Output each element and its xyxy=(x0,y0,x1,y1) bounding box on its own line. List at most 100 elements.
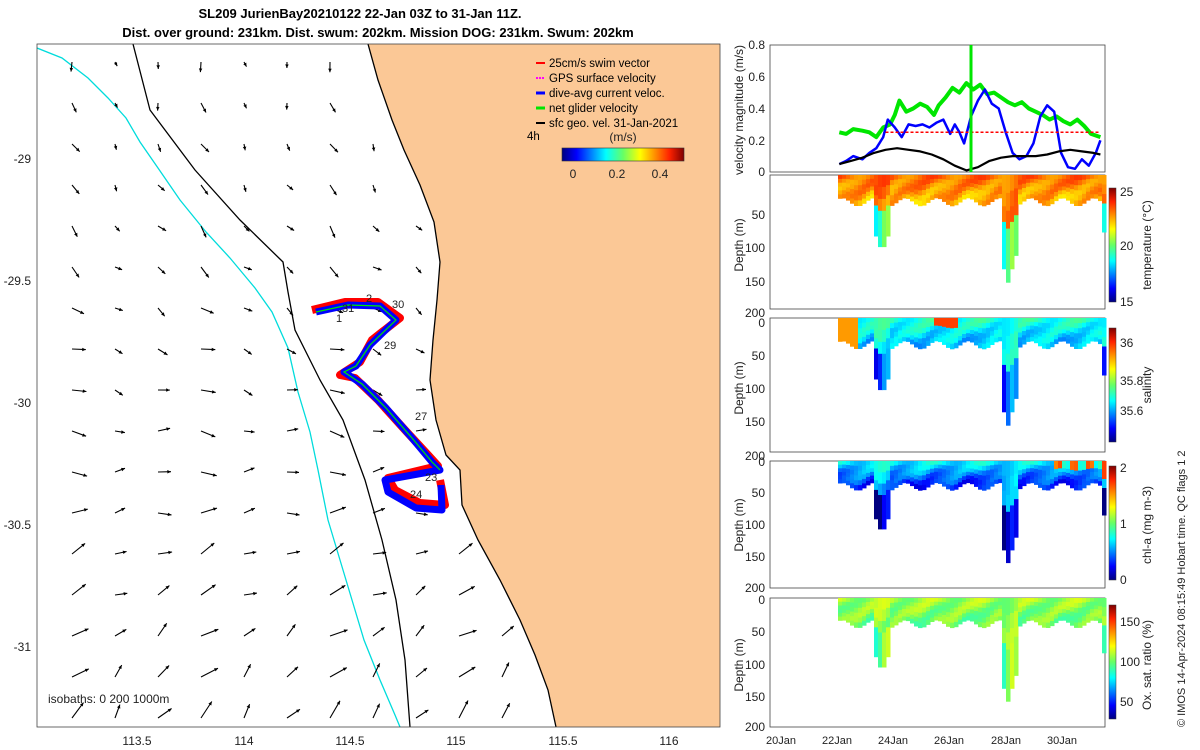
section-cell xyxy=(926,179,931,185)
section-cell xyxy=(986,612,991,618)
temperature-y-tick: 200 xyxy=(745,306,765,320)
section-cell xyxy=(874,461,879,472)
section-cell xyxy=(854,617,859,623)
section-cell xyxy=(1014,610,1019,625)
section-cell xyxy=(846,461,851,466)
section-cell xyxy=(1070,611,1075,617)
section-cell xyxy=(846,618,851,623)
current-arrow-head xyxy=(211,347,216,352)
section-cell xyxy=(1038,474,1043,480)
section-cell xyxy=(1082,332,1087,338)
section-cell xyxy=(910,473,915,478)
section-cell xyxy=(934,461,939,466)
section-cell xyxy=(878,318,883,331)
section-cell xyxy=(1094,175,1099,180)
section-cell xyxy=(1010,206,1015,223)
section-cell xyxy=(1082,469,1087,475)
section-cell xyxy=(846,602,851,607)
section-cell xyxy=(1002,673,1007,689)
section-cell xyxy=(874,480,879,491)
section-cell xyxy=(878,506,883,519)
section-cell xyxy=(1014,188,1019,203)
section-cell xyxy=(1042,622,1047,628)
section-cell xyxy=(1094,612,1099,618)
section-cell xyxy=(854,602,859,609)
speed-colorbar-tick: 0.2 xyxy=(609,167,626,181)
chlorophyll-y-tick: 200 xyxy=(745,581,765,595)
oxygen-y-tick: 0 xyxy=(758,593,765,607)
section-cell xyxy=(910,318,915,323)
section-cell xyxy=(954,598,959,604)
section-cell xyxy=(1102,497,1107,507)
section-cell xyxy=(902,475,907,480)
section-cell xyxy=(1046,180,1051,186)
salinity-y-label: Depth (m) xyxy=(732,361,746,414)
section-cell xyxy=(982,195,987,202)
section-cell xyxy=(1014,385,1019,399)
section-cell xyxy=(1050,607,1055,613)
section-cell xyxy=(894,179,899,185)
section-cell xyxy=(1078,338,1083,344)
section-cell xyxy=(986,184,991,191)
section-cell xyxy=(1026,598,1031,603)
section-cell xyxy=(958,606,963,612)
section-cell xyxy=(974,606,979,612)
section-cell xyxy=(1066,476,1071,482)
section-cell xyxy=(838,333,843,338)
section-cell xyxy=(910,481,915,487)
section-cell xyxy=(1042,323,1047,329)
section-cell xyxy=(1018,621,1023,627)
section-cell xyxy=(1062,475,1067,480)
velocity-y-tick: 0.6 xyxy=(748,70,765,84)
section-cell xyxy=(1050,337,1055,343)
section-cell xyxy=(890,602,895,609)
section-cell xyxy=(1094,609,1099,614)
section-cell xyxy=(854,622,859,628)
section-cell xyxy=(1022,179,1027,185)
section-cell xyxy=(934,321,939,327)
section-cell xyxy=(946,461,951,467)
section-cell xyxy=(970,598,975,603)
section-cell xyxy=(1074,598,1079,604)
section-cell xyxy=(1098,481,1103,486)
section-cell xyxy=(970,468,975,473)
section-cell xyxy=(938,190,943,196)
section-cell xyxy=(934,337,939,342)
section-cell xyxy=(858,318,863,324)
section-cell xyxy=(1046,612,1051,619)
section-cell xyxy=(1094,472,1099,477)
section-cell xyxy=(950,195,955,202)
current-arrow-head xyxy=(470,586,475,590)
section-cell xyxy=(982,622,987,629)
section-cell xyxy=(970,464,975,470)
section-cell xyxy=(934,471,939,476)
current-arrow-head xyxy=(424,709,429,714)
current-arrow-head xyxy=(210,543,215,547)
section-cell xyxy=(998,175,1003,180)
section-cell xyxy=(1054,175,1059,180)
section-cell xyxy=(902,194,907,199)
section-cell xyxy=(886,646,891,658)
section-cell xyxy=(970,609,975,614)
section-cell xyxy=(986,337,991,343)
section-cell xyxy=(974,327,979,332)
section-cell xyxy=(1054,614,1059,619)
section-cell xyxy=(966,321,971,327)
section-cell xyxy=(1054,602,1059,607)
section-cell xyxy=(1066,618,1071,623)
section-cell xyxy=(1006,649,1011,668)
section-cell xyxy=(898,476,903,482)
time-x-tick: 30Jan xyxy=(1047,735,1077,747)
section-cell xyxy=(970,191,975,196)
section-cell xyxy=(1058,479,1063,484)
salinity-colorbar-tick: 36 xyxy=(1120,336,1134,350)
current-arrow-head xyxy=(163,351,168,355)
section-cell xyxy=(958,175,963,180)
current-arrow-head xyxy=(113,145,118,150)
section-cell xyxy=(902,321,907,327)
section-cell xyxy=(942,175,947,180)
section-cell xyxy=(906,337,911,342)
section-cell xyxy=(1070,198,1075,204)
section-cell xyxy=(866,191,871,197)
section-cell xyxy=(1062,479,1067,484)
